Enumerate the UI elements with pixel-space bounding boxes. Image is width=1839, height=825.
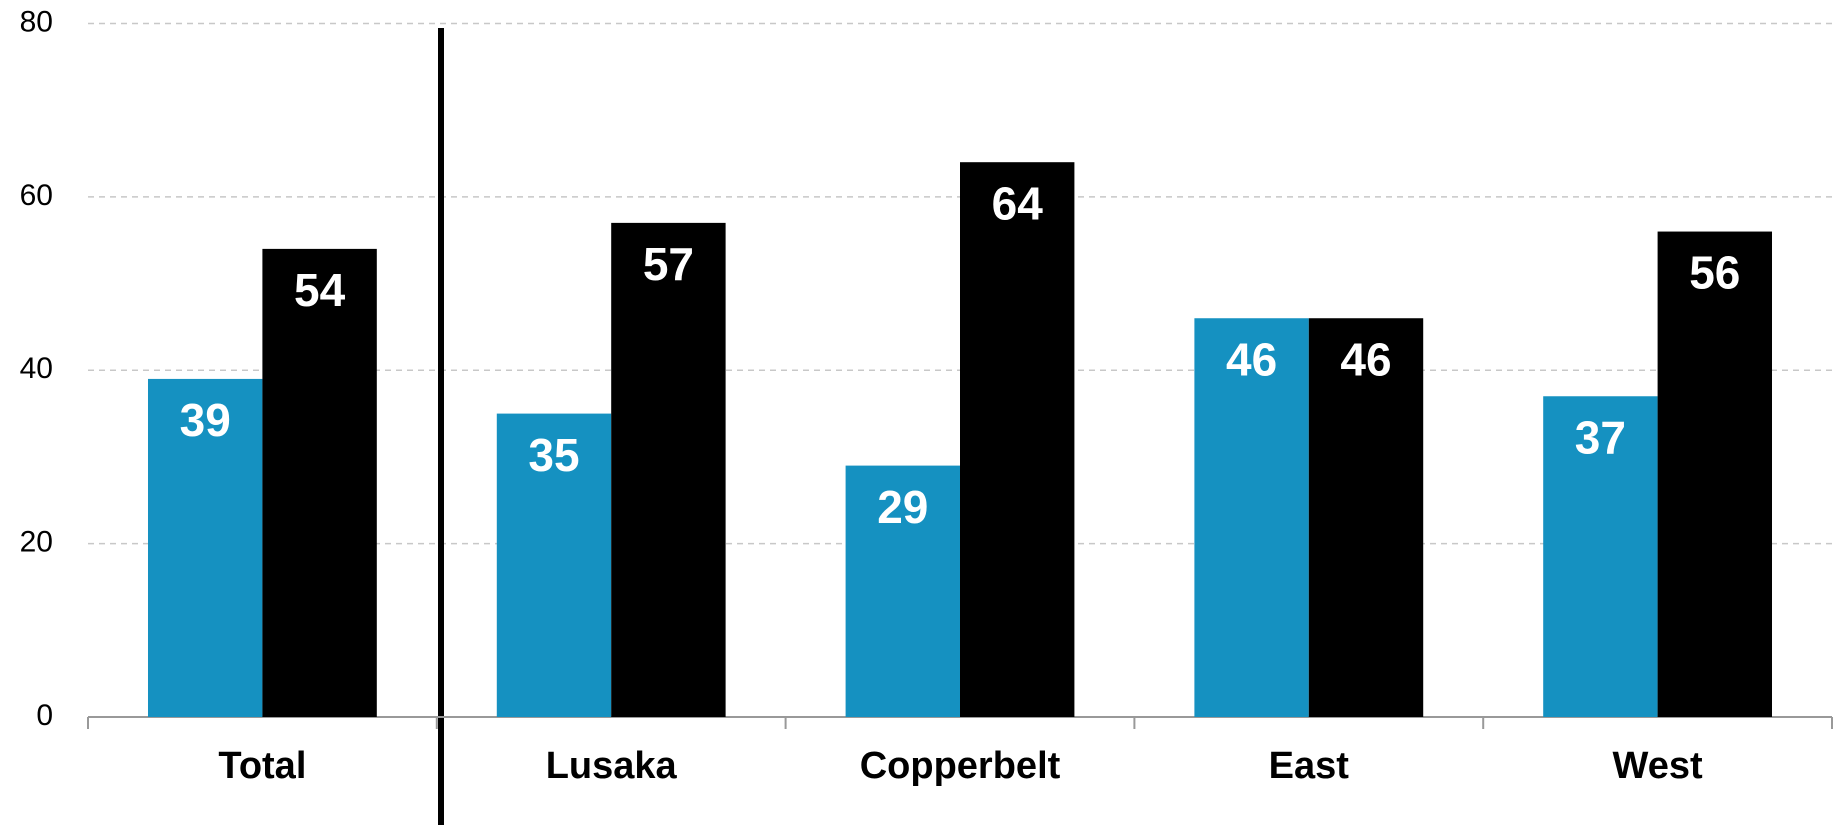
x-tick-label: East	[1269, 745, 1350, 787]
bar	[262, 248, 377, 717]
bar	[1194, 318, 1309, 717]
y-tick-label: 0	[36, 699, 53, 732]
bar	[147, 378, 263, 717]
data-label: 46	[1226, 333, 1277, 385]
bar	[1308, 318, 1424, 717]
data-label: 57	[643, 238, 694, 290]
bar	[1543, 396, 1658, 717]
bar	[845, 465, 960, 717]
data-label: 29	[877, 481, 928, 533]
bar	[611, 222, 726, 717]
data-label: 54	[294, 264, 346, 316]
bar	[1657, 231, 1773, 718]
y-tick-label: 80	[20, 5, 53, 38]
y-tick-label: 60	[20, 179, 53, 212]
data-label: 37	[1575, 411, 1626, 463]
data-label: 64	[992, 177, 1044, 229]
data-label: 46	[1340, 333, 1391, 385]
y-tick-label: 20	[20, 526, 53, 559]
x-tick-label: Copperbelt	[860, 745, 1061, 787]
bar	[960, 162, 1075, 717]
x-tick-label: Lusaka	[546, 745, 678, 787]
data-label: 56	[1689, 247, 1740, 299]
x-tick-label: West	[1613, 745, 1703, 787]
x-tick-label: Total	[218, 745, 306, 787]
y-tick-label: 40	[20, 352, 53, 385]
bar	[496, 413, 612, 717]
data-label: 39	[180, 394, 231, 446]
data-label: 35	[528, 429, 579, 481]
